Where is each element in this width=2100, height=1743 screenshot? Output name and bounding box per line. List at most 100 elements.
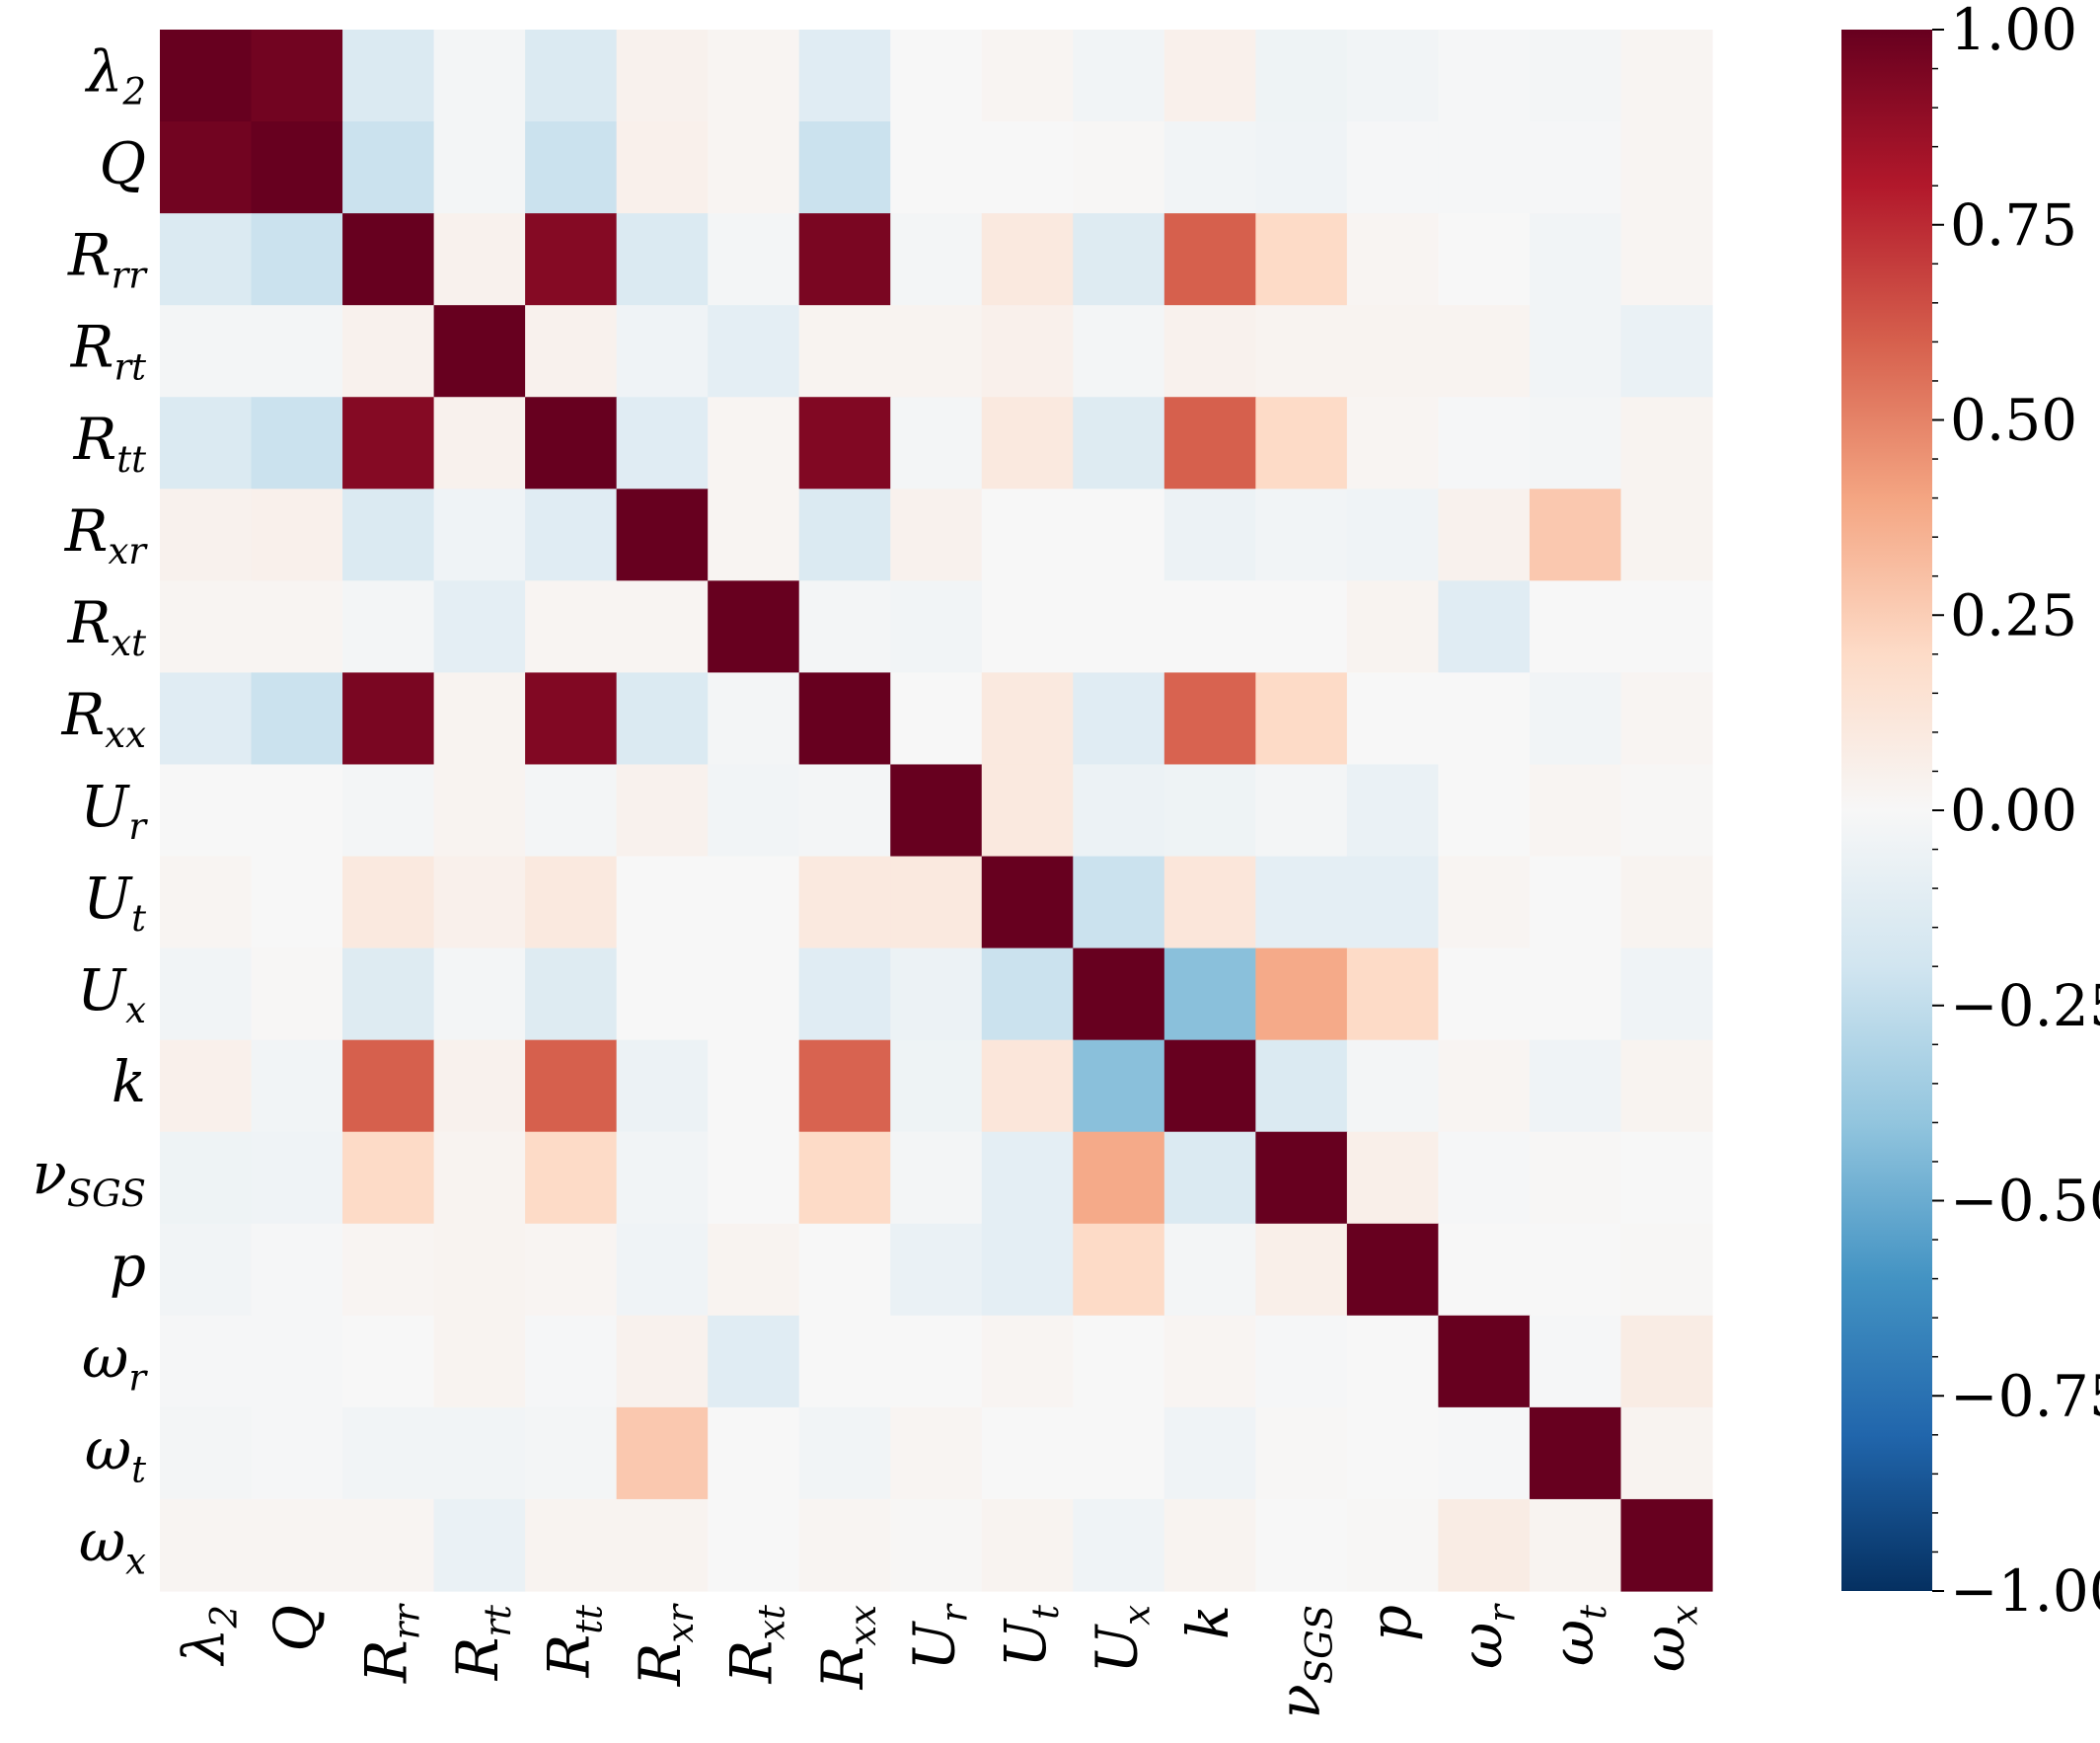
heatmap-cell xyxy=(981,580,1074,674)
heatmap-cell xyxy=(1438,489,1531,581)
heatmap-cell xyxy=(433,1131,526,1225)
heatmap-cell xyxy=(1529,1498,1622,1592)
heatmap-cell xyxy=(616,489,709,581)
y-axis-tick-label: Rrr xyxy=(67,222,148,297)
colorbar-gradient xyxy=(1841,30,1932,1591)
heatmap-cell xyxy=(525,30,618,122)
heatmap-cell xyxy=(1073,1039,1165,1133)
heatmap-cell xyxy=(708,121,800,214)
heatmap-cell xyxy=(1255,121,1348,214)
heatmap-cell xyxy=(981,489,1074,581)
heatmap-cell xyxy=(981,1131,1074,1225)
heatmap-cell xyxy=(1438,1039,1531,1133)
heatmap-cell xyxy=(251,764,343,858)
heatmap-cell xyxy=(160,397,253,490)
y-axis-tick-label: k xyxy=(112,1048,146,1115)
heatmap-cell xyxy=(890,397,983,490)
heatmap-cell xyxy=(525,1498,618,1592)
heatmap-cell xyxy=(708,305,800,398)
y-axis-tick-label: Ux xyxy=(77,956,146,1031)
heatmap-cell xyxy=(798,1315,891,1408)
heatmap-cell xyxy=(342,305,435,398)
heatmap-cell xyxy=(342,1498,435,1592)
heatmap-cell xyxy=(1529,1223,1622,1317)
y-axis-tick-label: Q xyxy=(99,130,146,197)
heatmap-cell xyxy=(1438,30,1531,122)
heatmap-cell xyxy=(342,1039,435,1133)
heatmap-cell xyxy=(708,397,800,490)
heatmap-cell xyxy=(342,947,435,1041)
heatmap-cell xyxy=(342,1406,435,1500)
heatmap-cell xyxy=(1529,489,1622,581)
heatmap-cell xyxy=(1620,397,1713,490)
heatmap-cell xyxy=(525,305,618,398)
heatmap-cell xyxy=(616,580,709,674)
heatmap-cell xyxy=(708,213,800,306)
heatmap-cell xyxy=(1346,672,1440,766)
heatmap-cell xyxy=(1529,305,1622,398)
heatmap-cell xyxy=(1620,1039,1713,1133)
heatmap-cell xyxy=(342,856,435,949)
heatmap-cell xyxy=(1346,1315,1440,1408)
heatmap-cell xyxy=(160,947,253,1041)
heatmap-cell xyxy=(433,1498,526,1592)
heatmap-cell xyxy=(1529,580,1622,674)
heatmap-cell xyxy=(1346,856,1440,949)
heatmap-cell xyxy=(160,1039,253,1133)
heatmap-cell xyxy=(1438,1223,1531,1317)
heatmap-cell xyxy=(1163,672,1256,766)
heatmap-cell xyxy=(342,1315,435,1408)
heatmap-cell xyxy=(525,1406,618,1500)
heatmap-cell xyxy=(1255,1498,1348,1592)
heatmap-cell xyxy=(616,856,709,949)
heatmap-cell xyxy=(1163,1498,1256,1592)
heatmap-cell xyxy=(616,1131,709,1225)
y-axis-tick-label: Rxt xyxy=(67,589,147,664)
heatmap-cell xyxy=(1163,397,1256,490)
heatmap-cell xyxy=(251,397,343,490)
heatmap-cell xyxy=(251,580,343,674)
x-axis-tick-label: Ut xyxy=(992,1605,1067,1668)
heatmap-cell xyxy=(251,1039,343,1133)
heatmap-cell xyxy=(251,489,343,581)
heatmap-cell xyxy=(890,672,983,766)
heatmap-cell xyxy=(1163,30,1256,122)
heatmap-cell xyxy=(160,121,253,214)
heatmap-cell xyxy=(616,672,709,766)
heatmap-cell xyxy=(342,30,435,122)
heatmap-cell xyxy=(1255,1131,1348,1225)
heatmap-cell xyxy=(616,121,709,214)
heatmap-cell xyxy=(1163,1315,1256,1408)
y-axis-tick-label: λ2 xyxy=(85,38,146,114)
heatmap-cell xyxy=(342,489,435,581)
heatmap-cell xyxy=(251,121,343,214)
y-axis-tick-labels: λ2 Q Rrr Rrt Rtt Rxr Rxt Rxx Ur Ut Ux k νSGS p ωr ωt ωx xyxy=(32,38,148,1583)
heatmap-cell xyxy=(1346,1039,1440,1133)
heatmap-cell xyxy=(433,213,526,306)
heatmap-cell xyxy=(1529,121,1622,214)
heatmap-cell xyxy=(981,1039,1074,1133)
colorbar-tick-label: 0.75 xyxy=(1950,191,2077,259)
heatmap-cell xyxy=(708,764,800,858)
heatmap-cell xyxy=(1529,397,1622,490)
x-axis-tick-label: ωt xyxy=(1539,1605,1614,1666)
heatmap-cell xyxy=(798,1131,891,1225)
heatmap-cell xyxy=(708,1406,800,1500)
x-axis-tick-label: Rxr xyxy=(627,1603,702,1688)
colorbar-tick-label: 0.25 xyxy=(1950,581,2077,648)
heatmap-cell xyxy=(342,121,435,214)
heatmap-cell xyxy=(525,397,618,490)
heatmap-cell xyxy=(890,856,983,949)
heatmap-cell xyxy=(1529,947,1622,1041)
heatmap-cell xyxy=(1438,213,1531,306)
heatmap-cell xyxy=(433,764,526,858)
heatmap-cell xyxy=(1438,856,1531,949)
heatmap-cell xyxy=(1163,856,1256,949)
heatmap-cell xyxy=(525,856,618,949)
heatmap-cell xyxy=(616,1498,709,1592)
heatmap-cell xyxy=(890,305,983,398)
heatmap-cell xyxy=(1073,856,1165,949)
heatmap-cell xyxy=(160,580,253,674)
heatmap-cell xyxy=(1163,1406,1256,1500)
